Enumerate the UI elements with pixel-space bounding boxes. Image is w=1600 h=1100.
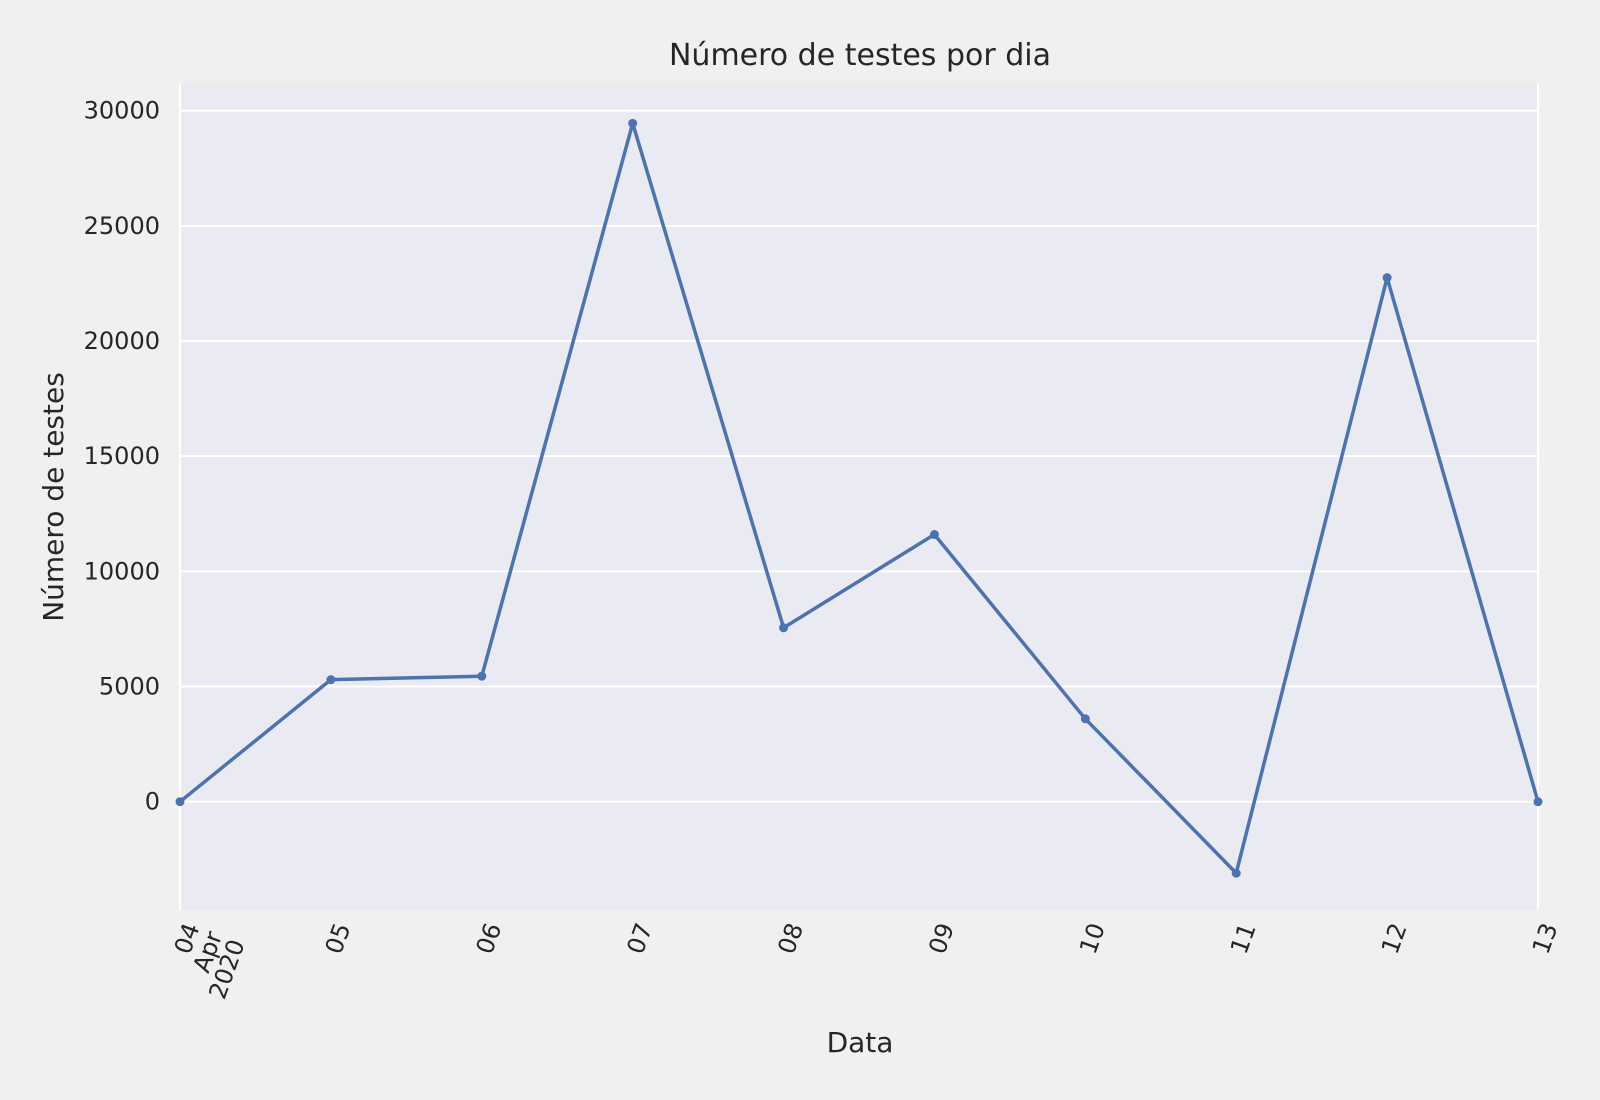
data-point (929, 530, 939, 540)
series-layer (175, 118, 1543, 878)
y-tick-label: 20000 (84, 327, 160, 355)
y-tick-label: 30000 (84, 97, 160, 125)
x-tick-label: 06 (471, 919, 508, 957)
plot-area (180, 83, 1538, 910)
y-tick-label: 10000 (84, 557, 160, 585)
y-tick-label: 5000 (99, 673, 160, 701)
x-tick-label: 11 (1225, 919, 1262, 957)
chart-title: Número de testes por dia (669, 38, 1051, 73)
x-tick-label: 12 (1376, 919, 1413, 957)
x-tick-labels: 04Apr2020 05 06 07 08 09 10 11 12 13 (158, 919, 1564, 1003)
data-point (1080, 714, 1090, 724)
data-point (1382, 273, 1392, 283)
x-tick-label: 09 (923, 919, 960, 957)
y-tick-label: 25000 (84, 212, 160, 240)
x-tick-label: 10 (1074, 919, 1111, 957)
data-point (1533, 797, 1543, 807)
y-axis-label: Número de testes (37, 372, 70, 622)
x-tick-label: 13 (1527, 919, 1564, 957)
y-tick-label: 15000 (84, 442, 160, 470)
series-line (178, 121, 1540, 875)
x-axis-label: Data (827, 1026, 894, 1059)
x-tick-label: 04Apr2020 (158, 919, 250, 1003)
data-point (1231, 868, 1241, 878)
data-point (628, 118, 638, 128)
x-tick-label: 08 (772, 919, 809, 957)
y-tick-label: 0 (145, 788, 160, 816)
data-point (326, 675, 336, 685)
x-tick-label: 07 (621, 919, 658, 957)
grid-lines (179, 83, 1539, 910)
data-point (477, 671, 487, 681)
y-tick-labels: 0 5000 10000 15000 20000 25000 30000 (84, 97, 160, 816)
data-point (779, 623, 789, 633)
x-tick-label: 05 (320, 919, 357, 957)
data-point (175, 797, 185, 807)
